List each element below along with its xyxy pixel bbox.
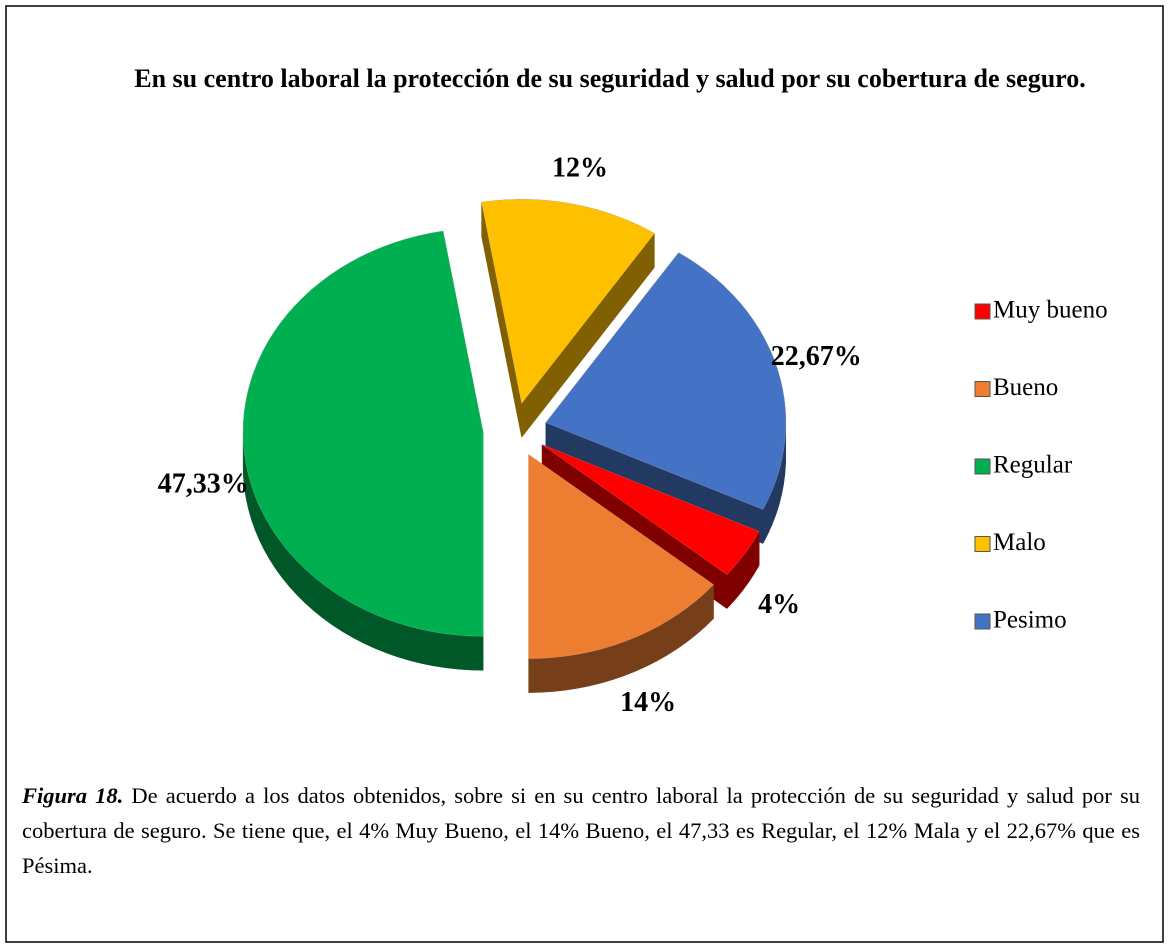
data-label: 12% [552,152,608,183]
caption-label: Figura 18. [22,783,124,808]
slice [481,199,655,404]
legend-label: Pesimo [993,607,1067,634]
legend-label: Malo [993,529,1046,556]
data-label: 22,67% [771,341,862,372]
legend-label: Bueno [993,374,1058,401]
chart-title: En su centro laboral la protección de su… [134,64,1086,93]
legend-swatch [974,613,991,630]
legend-label: Muy bueno [993,297,1108,324]
legend-swatch [974,381,991,397]
data-label: 14% [620,687,676,718]
data-label: 4% [758,589,800,620]
slice [528,454,714,659]
legend-label: Regular [993,452,1073,479]
slice [541,444,760,575]
slice [545,252,787,510]
legend-swatch [974,458,991,475]
legend-swatch [974,536,991,552]
slice [242,230,484,637]
caption-text: De acuerdo a los datos obtenidos, sobre … [22,783,1141,878]
frame [5,5,1164,943]
caption: Figura 18. De acuerdo a los datos obteni… [22,778,1140,883]
data-label: 47,33% [158,469,249,500]
legend-swatch [974,303,991,320]
